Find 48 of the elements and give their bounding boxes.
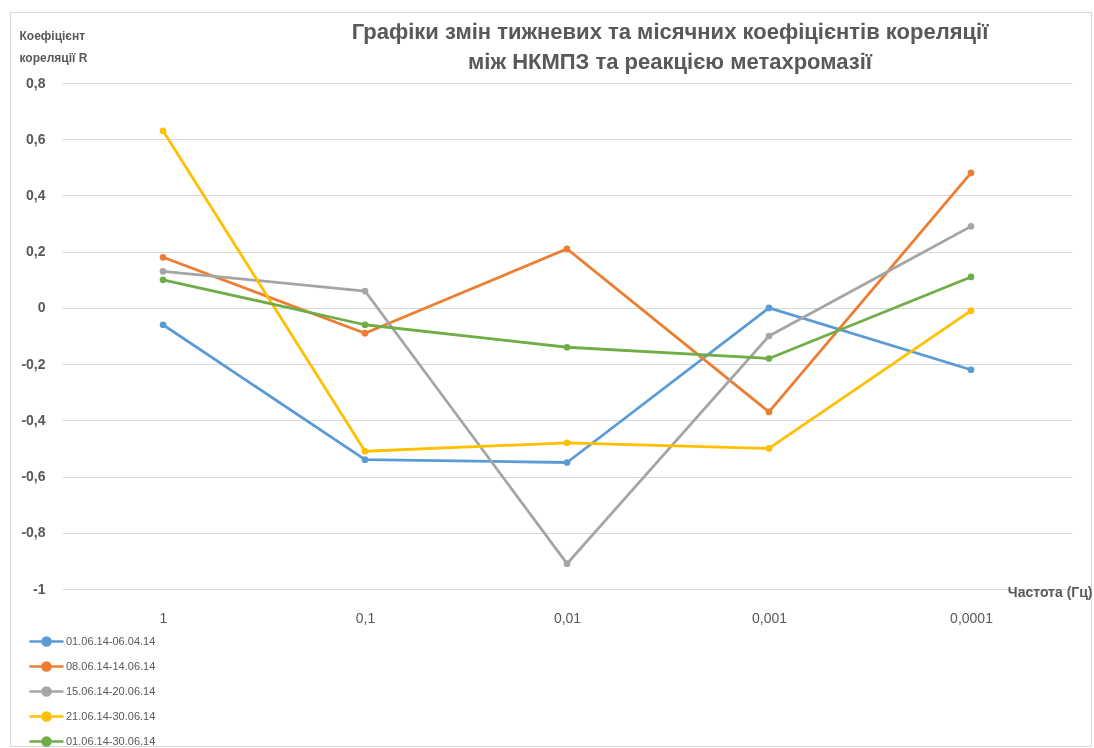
x-tick-label: 0,001 [751, 609, 788, 626]
y-tick-label: 0,8 [26, 74, 46, 91]
point [361, 287, 369, 295]
x-axis-title: Частота (Гц) [1007, 583, 1093, 600]
point [765, 304, 773, 312]
x-tick-label: 1 [159, 609, 168, 626]
point [159, 127, 167, 135]
point [361, 329, 369, 337]
x-tick-label: 0,01 [553, 609, 582, 626]
point [159, 268, 167, 275]
point [159, 276, 167, 284]
y-tick-label: -0,2 [21, 355, 46, 372]
y-tick-label: 0,4 [26, 186, 46, 203]
point [765, 332, 773, 340]
point [563, 459, 571, 466]
y-tick-label: -0,4 [21, 411, 46, 428]
legend-label: 01.06.14-30.06.14 [66, 734, 156, 747]
x-tick-label: 0,1 [355, 609, 376, 626]
y-tick-label: 0,2 [26, 243, 46, 260]
y-tick-label: -0,8 [21, 524, 46, 541]
point [159, 321, 167, 329]
y-tick-label: -0,6 [21, 468, 46, 485]
y-tick-label: 0 [37, 299, 46, 316]
point [361, 321, 369, 329]
point [361, 456, 369, 464]
point [159, 253, 167, 261]
y-tick-label: -1 [33, 580, 46, 597]
point [563, 343, 571, 351]
y-axis-title: Коефіцієнт кореляції R [19, 28, 88, 65]
point [967, 273, 975, 281]
point [765, 408, 773, 416]
point [563, 439, 571, 447]
point [967, 169, 975, 177]
point [967, 223, 975, 230]
legend-label: 15.06.14-20.06.14 [66, 684, 156, 697]
point [563, 560, 571, 568]
chart-title: Графіки змін тижневих та місячних коефіцієнтів кореляції між НКМПЗ та реакцією метахромазії [351, 19, 990, 74]
legend-label: 21.06.14-30.06.14 [66, 709, 156, 722]
point [967, 366, 975, 374]
point [967, 307, 975, 315]
point [361, 447, 369, 455]
point [765, 355, 773, 362]
legend-label: 08.06.14-14.06.14 [66, 659, 156, 672]
point [765, 445, 773, 452]
x-tick-label: 0,0001 [950, 609, 994, 626]
legend-label: 01.06.14-06.04.14 [66, 634, 156, 647]
point [563, 245, 571, 253]
y-tick-label: 0,6 [26, 130, 46, 147]
